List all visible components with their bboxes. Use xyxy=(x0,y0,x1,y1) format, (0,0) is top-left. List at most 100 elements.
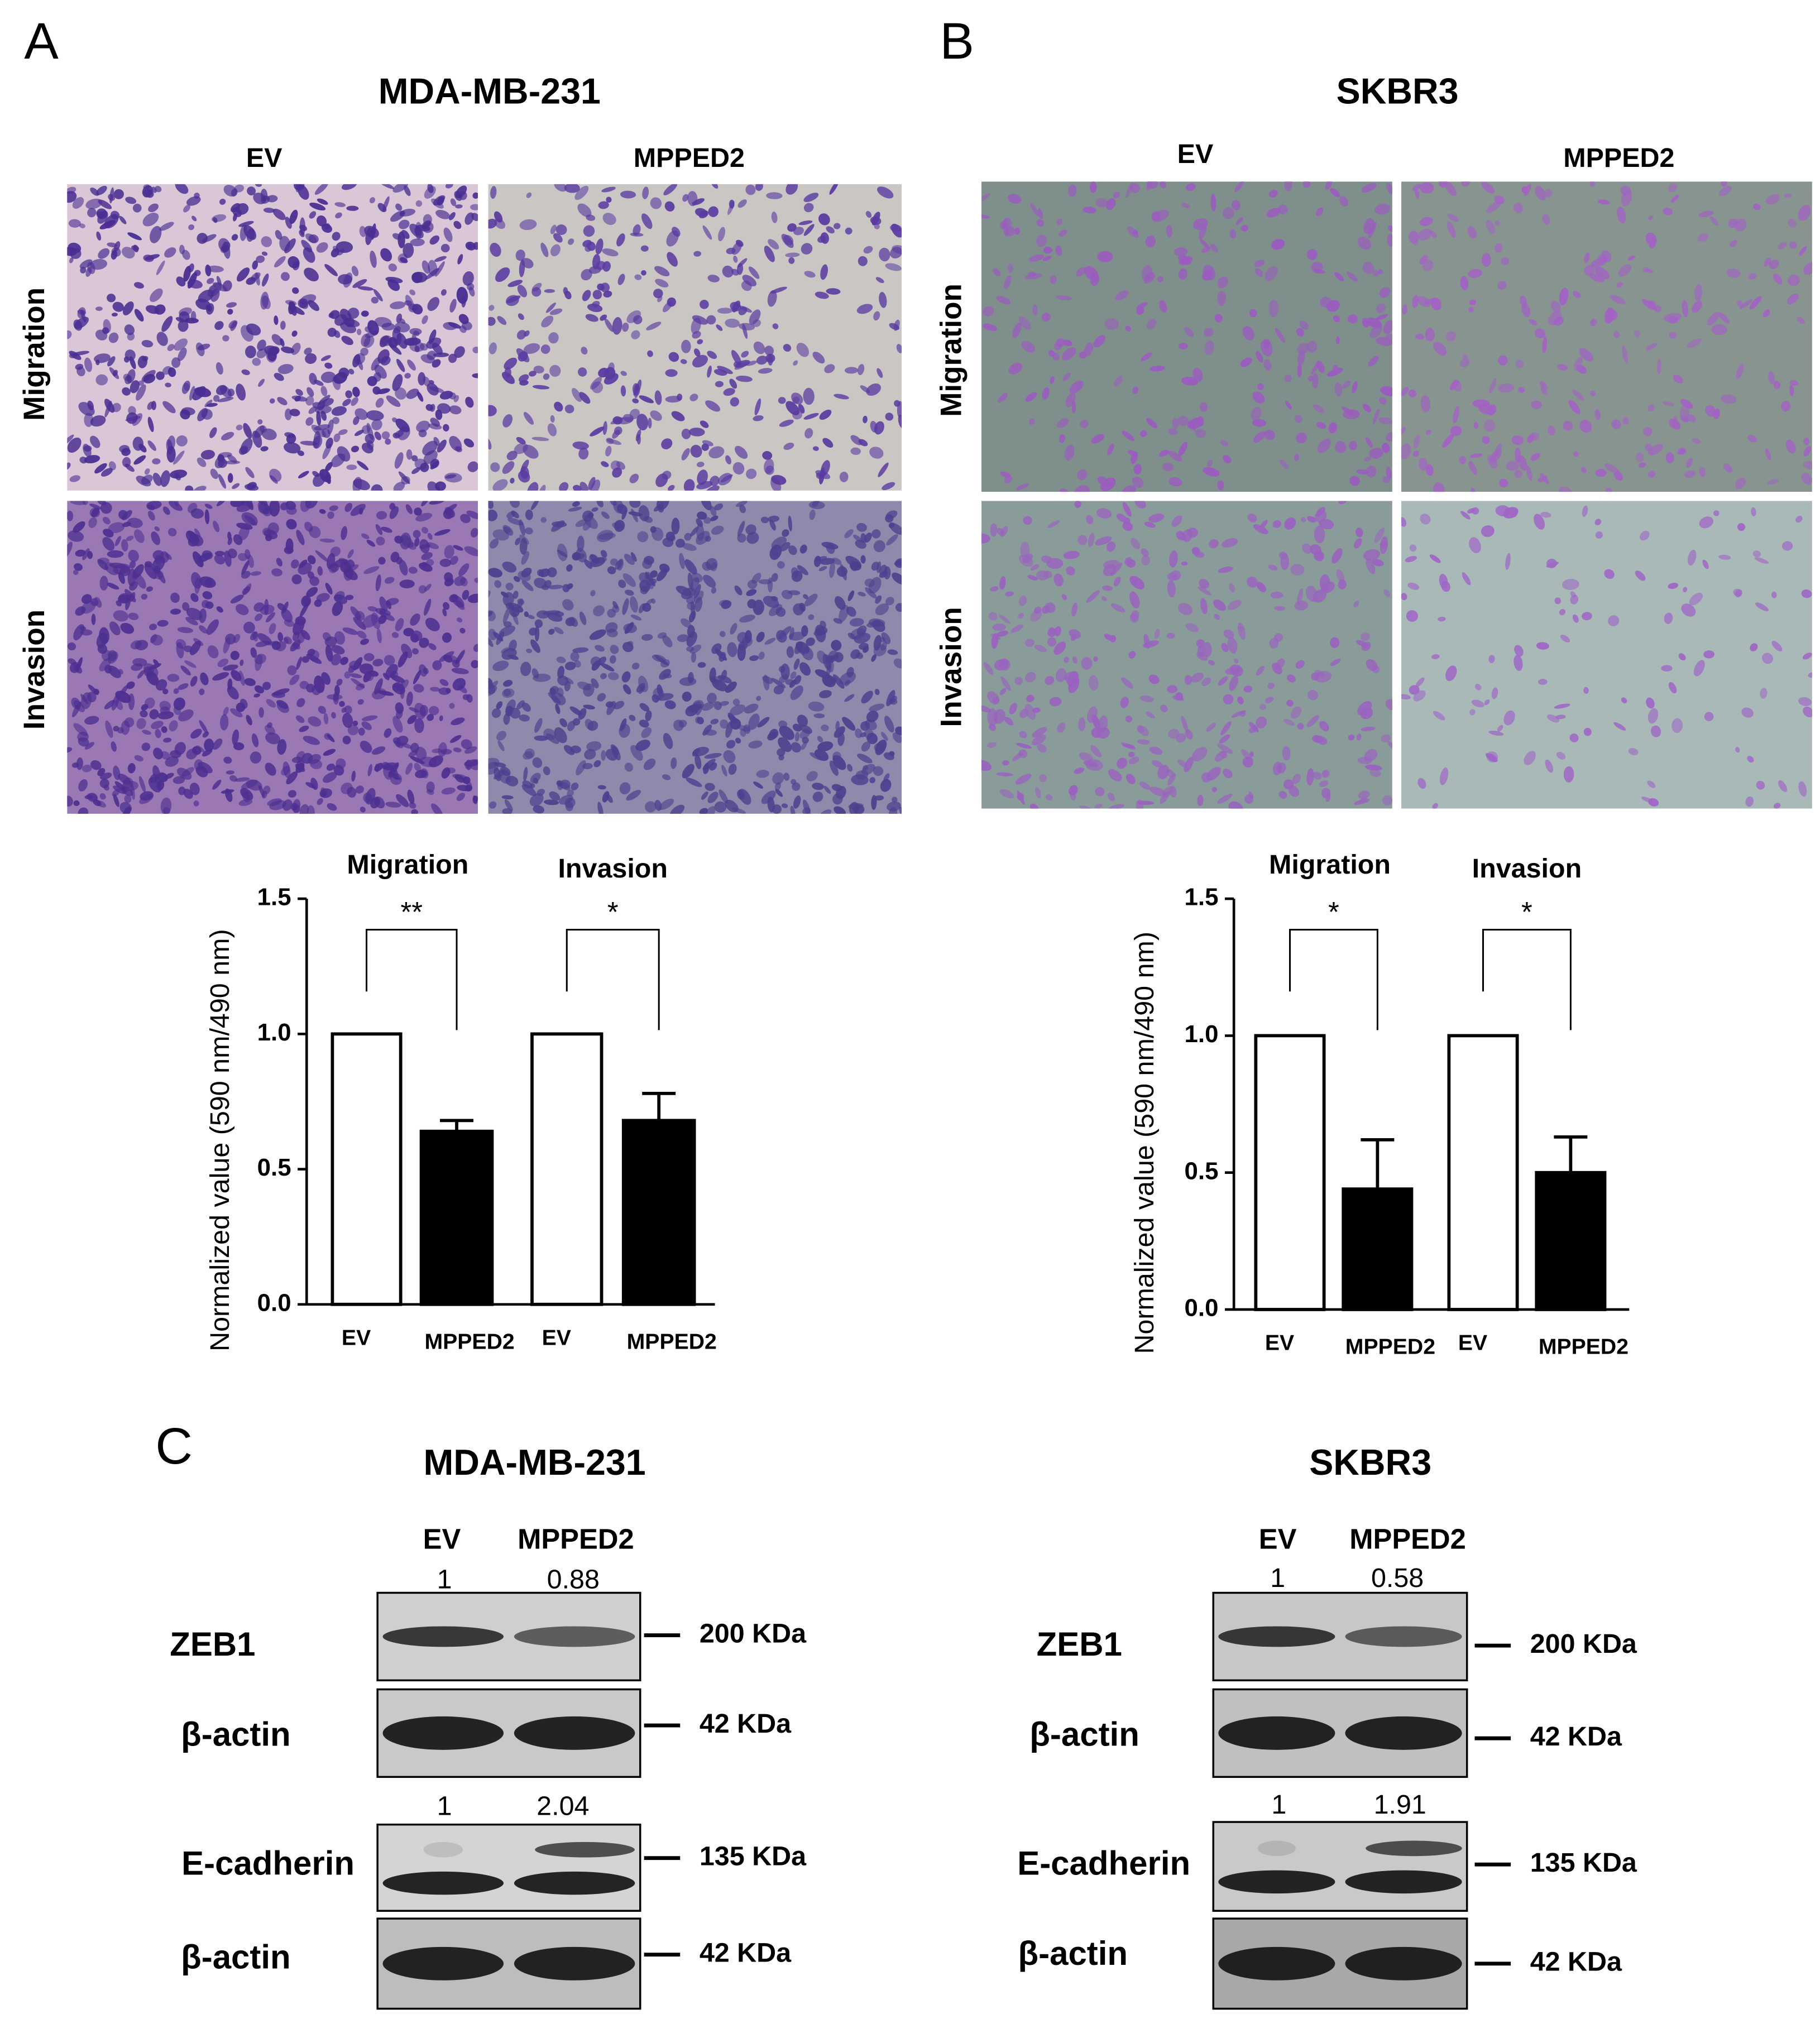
cell xyxy=(768,515,780,522)
cell xyxy=(772,323,779,329)
cell xyxy=(564,404,574,414)
cell xyxy=(1469,709,1476,716)
cell xyxy=(668,352,679,362)
cell xyxy=(308,716,322,727)
x-tick-label: MPPED2 xyxy=(627,1330,717,1354)
cell xyxy=(102,516,111,525)
cell xyxy=(1094,803,1103,809)
cell xyxy=(526,192,532,198)
cell xyxy=(1488,754,1498,762)
cell xyxy=(190,311,197,322)
cell xyxy=(885,413,894,421)
cell xyxy=(741,351,749,358)
cell xyxy=(771,678,786,688)
cell xyxy=(138,776,146,793)
cell xyxy=(540,517,547,523)
cell xyxy=(95,306,103,311)
cell xyxy=(895,603,902,612)
cell xyxy=(212,738,223,750)
cell xyxy=(119,802,132,814)
cell xyxy=(831,640,842,651)
cell xyxy=(652,527,664,541)
cell xyxy=(226,770,234,775)
cell xyxy=(295,389,303,396)
cell xyxy=(1086,515,1094,525)
cell xyxy=(1530,453,1540,461)
cell xyxy=(1745,796,1754,807)
cell xyxy=(1572,614,1579,623)
cell xyxy=(93,688,99,695)
cell xyxy=(291,330,298,337)
cell xyxy=(1589,319,1597,327)
cell xyxy=(643,555,654,565)
cell xyxy=(391,632,399,639)
band xyxy=(1345,1946,1462,1980)
cell xyxy=(409,223,424,238)
cell xyxy=(1268,300,1279,318)
cell xyxy=(1534,328,1546,338)
cell xyxy=(1221,642,1229,653)
cell xyxy=(151,401,157,410)
cell xyxy=(616,461,625,470)
cell xyxy=(679,553,685,569)
cell xyxy=(82,548,90,560)
cell xyxy=(692,330,701,339)
cell xyxy=(414,703,426,720)
significance-label: * xyxy=(1328,896,1339,928)
cell xyxy=(593,760,601,768)
cell xyxy=(513,576,520,582)
cell xyxy=(1383,320,1392,334)
cell xyxy=(186,749,198,760)
cell xyxy=(357,630,367,639)
cell xyxy=(796,343,810,357)
cell xyxy=(358,727,365,736)
cell xyxy=(753,600,764,615)
cell xyxy=(1326,300,1340,312)
cell xyxy=(1201,677,1211,687)
cell xyxy=(85,198,103,209)
cell xyxy=(543,373,550,380)
cell xyxy=(407,789,415,804)
cell xyxy=(151,531,160,545)
cell xyxy=(572,441,589,450)
cell xyxy=(432,660,442,670)
cell xyxy=(654,266,670,276)
cell xyxy=(771,573,778,582)
cell xyxy=(997,527,1004,536)
ratio: 1 xyxy=(1270,1563,1285,1593)
cell xyxy=(635,740,650,751)
cell xyxy=(521,551,529,565)
cell xyxy=(992,624,1007,631)
cell xyxy=(519,380,529,386)
cell xyxy=(582,521,591,531)
cell xyxy=(1034,787,1041,799)
cell xyxy=(189,783,200,795)
cell xyxy=(510,477,515,484)
cell xyxy=(138,443,147,453)
cell xyxy=(421,526,429,534)
cell xyxy=(1420,395,1430,413)
cell xyxy=(1408,389,1417,397)
cell xyxy=(821,724,829,732)
cell xyxy=(702,225,712,240)
cell xyxy=(899,806,902,814)
cell xyxy=(256,348,267,358)
cell xyxy=(1798,781,1807,797)
cell xyxy=(981,193,990,204)
cell xyxy=(308,234,319,243)
cell xyxy=(497,740,505,751)
cell xyxy=(842,717,856,731)
cell xyxy=(449,703,455,709)
cell xyxy=(336,241,353,253)
cell xyxy=(662,301,673,313)
cell xyxy=(702,724,712,736)
cell xyxy=(569,616,578,627)
cell xyxy=(1755,602,1769,612)
cell xyxy=(1081,657,1093,670)
cell xyxy=(67,437,82,453)
cell xyxy=(1170,570,1181,581)
cell xyxy=(1368,356,1379,367)
cell xyxy=(1321,770,1330,778)
cell xyxy=(1302,181,1311,188)
cell xyxy=(1681,603,1696,617)
